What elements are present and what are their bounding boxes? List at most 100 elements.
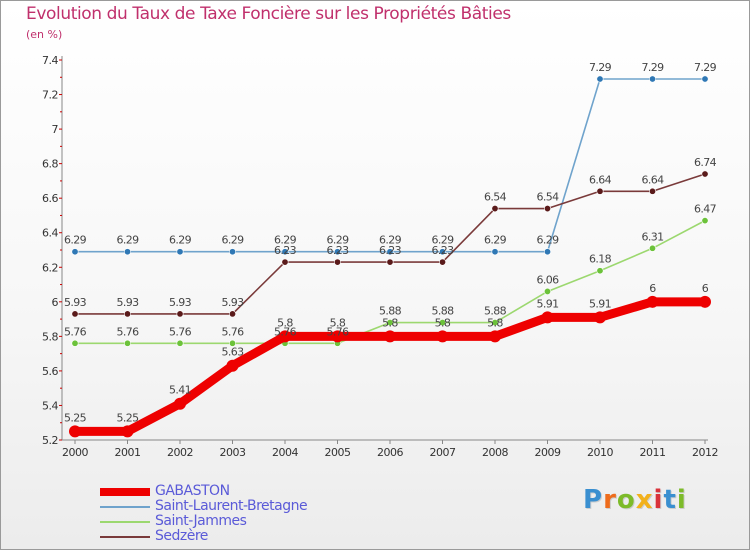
data-point <box>701 170 709 178</box>
y-tick-label: 5.2 <box>42 434 58 447</box>
y-tick-label: 6.4 <box>42 227 58 240</box>
data-point <box>333 248 341 256</box>
data-label: 5.91 <box>536 297 558 310</box>
data-point <box>489 330 501 343</box>
y-tick-label: 6.6 <box>42 192 58 205</box>
data-label: 6.29 <box>379 234 402 247</box>
y-tick-label: 6.2 <box>42 261 58 274</box>
chart-series <box>69 75 711 438</box>
data-point <box>226 359 239 372</box>
data-point <box>71 339 79 347</box>
legend-label: GABASTON <box>155 483 230 499</box>
y-tick-label: 6.8 <box>42 158 58 171</box>
data-point <box>543 205 551 213</box>
y-tick-label: 7 <box>52 123 59 136</box>
logo-letter: i <box>676 485 687 515</box>
data-point <box>176 339 184 347</box>
data-label: 6.29 <box>536 234 559 247</box>
data-label: 5.76 <box>169 325 192 338</box>
x-tick-label: 2003 <box>220 446 246 459</box>
data-point <box>596 187 604 195</box>
data-label: 5.76 <box>274 325 297 338</box>
x-tick-label: 2006 <box>377 446 403 459</box>
data-label: 5.76 <box>64 325 87 338</box>
legend-label: Saint-Jammes <box>155 513 247 529</box>
data-point <box>174 397 186 410</box>
data-point <box>331 330 344 343</box>
data-label: 6.64 <box>589 173 612 186</box>
data-label: 6.54 <box>536 191 559 204</box>
data-label: 6.29 <box>116 234 139 247</box>
data-label: 6.06 <box>536 273 559 286</box>
chart-title: Evolution du Taux de Taxe Foncière sur l… <box>26 4 511 24</box>
y-tick-label: 5.6 <box>42 365 58 378</box>
data-point <box>229 248 237 256</box>
data-label: 6 <box>702 282 709 295</box>
data-point <box>648 187 656 195</box>
data-point <box>438 248 446 256</box>
data-label: 6.29 <box>169 234 192 247</box>
data-point <box>124 339 132 347</box>
data-point <box>124 248 132 256</box>
data-point <box>491 248 499 256</box>
data-label: 5.91 <box>589 297 611 310</box>
data-point <box>176 310 184 318</box>
y-unit-label: (en %) <box>26 28 63 41</box>
y-tick-label: 5.8 <box>42 330 58 343</box>
legend-label: Saint-Laurent-Bretagne <box>155 498 308 514</box>
data-label: 5.93 <box>64 296 87 309</box>
data-label: 5.8 <box>435 316 451 329</box>
y-tick-label: 6 <box>52 296 59 309</box>
data-point <box>594 311 606 324</box>
data-label: 5.8 <box>382 316 398 329</box>
data-point <box>646 295 659 308</box>
logo-letter: i <box>653 485 664 515</box>
data-label: 6.29 <box>64 234 87 247</box>
data-point <box>71 248 79 256</box>
data-label: 5.76 <box>326 325 349 338</box>
legend-swatch <box>100 506 150 508</box>
data-label: 5.88 <box>379 305 402 318</box>
data-label: 6.29 <box>221 234 244 247</box>
logo-letter: t <box>663 485 677 515</box>
x-tick-label: 2004 <box>272 446 298 459</box>
data-label: 6.23 <box>274 244 297 257</box>
data-point <box>543 248 551 256</box>
data-label: 5.93 <box>116 296 139 309</box>
data-label: 6.29 <box>431 234 454 247</box>
logo-letter: P <box>583 485 604 515</box>
proxiti-logo: Proxiti <box>583 485 687 515</box>
y-tick-label: 7.4 <box>42 54 58 67</box>
legend-item-saint-jammes: Saint-Jammes <box>100 513 360 529</box>
series-sedzere <box>71 170 709 318</box>
data-point <box>699 295 711 308</box>
data-point <box>438 319 446 327</box>
legend-swatch <box>100 536 150 538</box>
data-point <box>229 339 237 347</box>
chart-data-labels: 6.29 6.29 6.29 6.29 6.29 6.29 6.29 6.29 6.29 6.29… <box>64 61 717 424</box>
data-label: 6.74 <box>694 156 717 169</box>
x-tick-label: 2001 <box>115 446 141 459</box>
data-point <box>491 205 499 213</box>
data-label: 6.23 <box>431 244 454 257</box>
data-point <box>279 330 291 343</box>
chart-axes: 5.2 5.4 5.6 5.8 6 6.2 6.4 6.6 6.8 7 7.2 7.4 2000 2001… <box>42 54 719 459</box>
legend-item-saint-laurent-bretagne: Saint-Laurent-Bretagne <box>100 498 360 514</box>
data-point <box>701 75 709 83</box>
data-label: 6.31 <box>641 230 663 243</box>
legend-item-gabaston: GABASTON <box>100 483 360 499</box>
data-label: 6.29 <box>484 234 507 247</box>
data-point <box>69 425 81 438</box>
data-point <box>333 258 341 266</box>
series-line <box>74 78 706 253</box>
data-label: 5.93 <box>221 296 244 309</box>
x-tick-label: 2012 <box>692 446 718 459</box>
data-point <box>176 248 184 256</box>
logo-letter: o <box>616 485 636 515</box>
data-label: 5.25 <box>64 411 87 424</box>
data-point <box>648 75 656 83</box>
x-tick-label: 2005 <box>325 446 351 459</box>
data-label: 6.54 <box>484 191 507 204</box>
legend-item-sedzere: Sedzère <box>100 528 360 544</box>
